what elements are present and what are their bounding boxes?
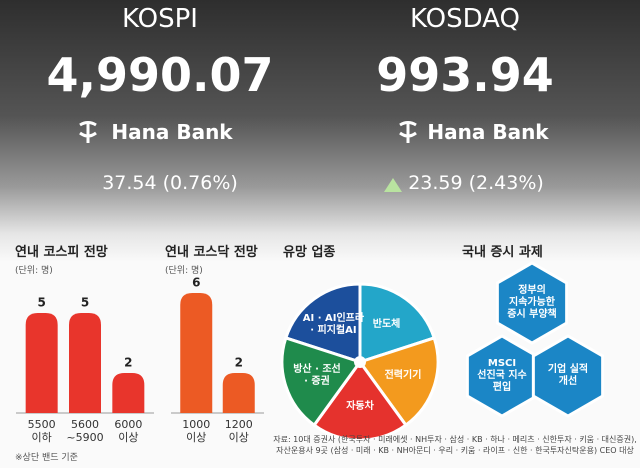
bar <box>180 293 213 413</box>
pie-slice <box>280 336 363 428</box>
pie-center <box>354 356 366 368</box>
chart-title: 연내 코스닥 전망 <box>165 245 258 260</box>
index-change: 23.59 (2.43%) <box>408 172 544 194</box>
slice-label: 자동차 <box>346 401 374 413</box>
source: 자료: 10대 증권사 (한국투자 · 미래에셋 · NH투자 · 삼성 · K… <box>273 435 637 455</box>
slice-label: AI · AI인프라 · 피지컬AI <box>302 313 365 337</box>
index-name: KOSPI <box>122 4 198 34</box>
index-name: KOSDAQ <box>410 4 520 34</box>
pie-slice <box>312 359 408 442</box>
x-tick-label: 5600 ~5900 <box>66 417 104 444</box>
value-label: 5 <box>37 296 45 310</box>
x-tick-label: 1000 이상 <box>182 417 211 444</box>
bar <box>69 313 101 413</box>
brand: Hana Bank <box>427 120 549 144</box>
diagram-title: 국내 증시 과제 <box>462 245 543 260</box>
value-label: 2 <box>124 356 132 370</box>
pie-slice <box>357 336 440 428</box>
issue-label: MSCI 선진국 지수 편입 <box>477 358 527 393</box>
index-value: 4,990.07 <box>46 48 274 102</box>
chart-subtitle: (단위: 명) <box>15 266 53 276</box>
issue-label: 정부의 지속가능한 증시 부양책 <box>507 285 557 320</box>
chart-title: 연내 코스피 전망 <box>15 245 108 260</box>
issue-hexagon <box>531 334 605 418</box>
issue-label: 기업 실적 개선 <box>547 364 589 387</box>
slice-label: 반도체 <box>372 319 401 331</box>
issue-hexagon <box>495 261 569 345</box>
hana-logo <box>79 121 417 143</box>
up-arrow-icon <box>384 178 402 192</box>
bar <box>222 373 255 413</box>
slice-label: 방산 · 조선 · 증권 <box>293 363 341 387</box>
x-tick-label: 6000 이상 <box>114 417 143 444</box>
chart-subtitle: (단위: 명) <box>165 266 203 276</box>
note: ※상단 밴드 기준 <box>15 453 78 463</box>
x-tick-label: 5500 이하 <box>27 417 56 444</box>
chart-title: 유망 업종 <box>283 245 336 260</box>
bar <box>25 313 58 413</box>
index-value: 993.94 <box>376 48 554 102</box>
value-label: 6 <box>192 276 200 290</box>
index-change: 37.54 (0.76%) <box>102 172 238 194</box>
brand: Hana Bank <box>111 120 233 144</box>
value-label: 5 <box>81 296 89 310</box>
x-tick-label: 1200 이상 <box>224 417 253 444</box>
bar <box>112 373 145 413</box>
value-label: 2 <box>235 356 243 370</box>
slice-label: 전력기기 <box>384 369 422 381</box>
